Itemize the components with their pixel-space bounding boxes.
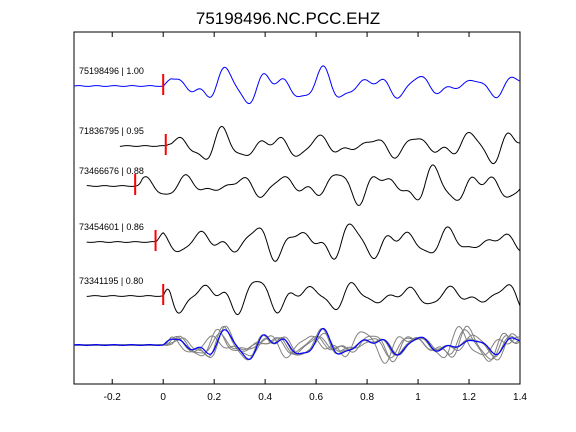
trace-2: 71836795 | 0.95 <box>79 125 520 165</box>
overlay-trace <box>73 326 521 364</box>
x-tick-label: 0.2 <box>207 392 221 403</box>
x-tick-label: 0.8 <box>360 392 374 403</box>
x-tick-label: -0.2 <box>104 392 122 403</box>
trace-label: 75198496 | 1.00 <box>79 66 144 76</box>
trace-1: 75198496 | 1.00 <box>73 65 521 105</box>
x-tick-label: 1.4 <box>513 392 527 403</box>
x-tick-label: 0.6 <box>309 392 323 403</box>
overlay-trace <box>73 325 521 363</box>
trace-line <box>86 164 521 206</box>
chart-title: 75198496.NC.PCC.EHZ <box>196 9 380 28</box>
x-tick-label: 1.2 <box>462 392 476 403</box>
trace-label: 73454601 | 0.86 <box>79 222 144 232</box>
trace-4: 73454601 | 0.86 <box>79 222 521 262</box>
trace-line <box>119 125 520 165</box>
trace-label: 73466676 | 0.88 <box>79 166 144 176</box>
overlay-trace <box>73 325 521 361</box>
trace-label: 73341195 | 0.80 <box>79 276 143 286</box>
trace-label: 71836795 | 0.95 <box>79 126 144 136</box>
trace-group: 75198496 | 1.00 71836795 | 0.95 73466676 |… <box>73 65 521 316</box>
overlay-master-trace <box>73 327 521 361</box>
x-tick-label: 0.4 <box>258 392 272 403</box>
stack-overlay <box>73 325 521 364</box>
trace-line <box>86 281 521 316</box>
trace-line <box>86 223 521 262</box>
x-axis: -0.2 0 0.2 0.4 0.6 0.8 1 1.2 1.4 <box>104 32 527 403</box>
x-tick-label: 0 <box>160 392 166 403</box>
trace-line <box>73 65 521 105</box>
x-tick-label: 1 <box>415 392 421 403</box>
trace-5: 73341195 | 0.80 <box>79 276 521 316</box>
trace-3: 73466676 | 0.88 <box>79 164 521 206</box>
plot-frame <box>73 31 521 385</box>
